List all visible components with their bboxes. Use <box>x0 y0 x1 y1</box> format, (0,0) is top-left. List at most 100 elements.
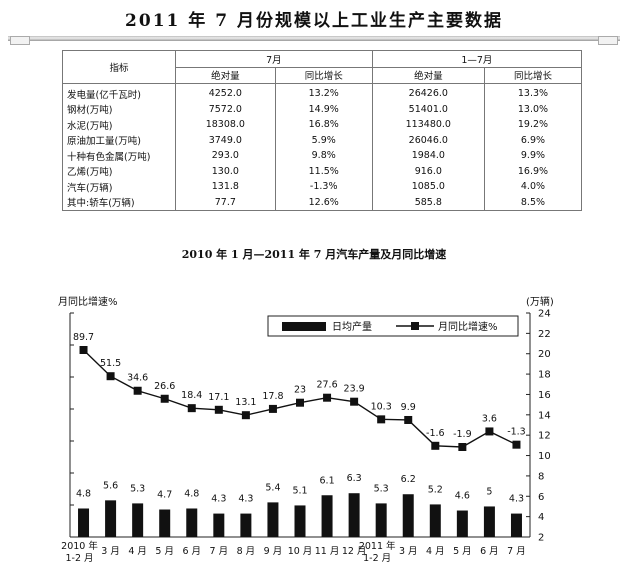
growth-value-label: 89.7 <box>73 332 94 343</box>
row-label: 水泥(万吨) <box>62 117 176 133</box>
growth-value-label: -1.3 <box>507 427 526 438</box>
x-tick-label: 12 月 <box>342 546 367 557</box>
header-month-abs: 绝对量 <box>175 66 276 84</box>
right-axis-tick-label: 18 <box>538 370 551 381</box>
chart-title: 2010 年 1 月—2011 年 7 月汽车产量及月同比增速 <box>181 248 447 261</box>
header-ytd-yoy: 同比增长 <box>483 66 583 84</box>
row-label: 钢材(万吨) <box>62 101 176 117</box>
x-tick-label: 10 月 <box>288 546 313 557</box>
header-index: 指标 <box>62 50 176 84</box>
growth-marker <box>458 443 467 451</box>
growth-value-label: 3.6 <box>482 413 497 424</box>
growth-marker <box>377 415 386 424</box>
cell-ytd-abs: 585.8 <box>371 194 485 211</box>
cell-ytd-yoy: 9.9% <box>483 148 583 164</box>
legend-line-label: 月同比增速% <box>438 320 498 333</box>
growth-marker <box>296 398 304 407</box>
row-label: 十种有色金属(万吨) <box>62 148 176 164</box>
x-tick-label: 5 月 <box>155 546 174 557</box>
table-row: 乙烯(万吨) 130.0 11.5% 916.0 16.9% <box>62 163 583 179</box>
growth-value-label: 10.3 <box>371 401 392 412</box>
growth-marker <box>106 372 115 381</box>
bar <box>240 513 252 537</box>
cell-ytd-yoy: 4.0% <box>483 179 583 195</box>
row-label: 发电量(亿千瓦时) <box>62 83 176 102</box>
cell-ytd-abs: 51401.0 <box>371 101 485 117</box>
rule-corner-mark-left <box>10 36 30 45</box>
x-tick-label: 7 月 <box>507 546 526 557</box>
table-row: 钢材(万吨) 7572.0 14.9% 51401.0 13.0% <box>62 101 583 117</box>
cell-ytd-yoy: 8.5% <box>483 194 583 211</box>
cell-ytd-abs: 916.0 <box>371 163 485 179</box>
bar <box>483 506 495 537</box>
x-tick-label: 5 月 <box>453 546 472 557</box>
right-axis-tick-label: 2 <box>538 533 544 544</box>
bar <box>267 502 279 537</box>
growth-marker <box>485 427 494 436</box>
x-tick-label: 9 月 <box>264 546 283 557</box>
growth-marker <box>241 411 250 420</box>
x-tick-label: 11 月 <box>315 546 340 557</box>
bar <box>456 510 468 537</box>
right-axis-tick-label: 12 <box>538 431 551 442</box>
right-axis-tick-label: 16 <box>538 390 551 401</box>
bar <box>348 493 360 537</box>
right-axis-tick-label: 14 <box>538 410 551 421</box>
x-tick-label: 4 月 <box>426 546 445 557</box>
cell-ytd-yoy: 13.0% <box>483 101 583 117</box>
bar-value-label: 6.3 <box>347 473 362 484</box>
legend-bar-label: 日均产量 <box>332 320 372 333</box>
growth-value-label: 27.6 <box>316 380 337 391</box>
bar-value-label: 4.3 <box>211 494 226 505</box>
growth-marker <box>79 346 88 354</box>
growth-marker <box>323 393 332 402</box>
growth-marker <box>214 405 223 414</box>
production-table: 指标 7月 1—7月 绝对量 同比增长 绝对量 同比增长 发电量(亿千瓦时) 4… <box>62 50 583 211</box>
growth-marker <box>512 440 521 449</box>
bar-value-label: 5.3 <box>374 483 389 494</box>
growth-value-label: 23.9 <box>344 384 365 395</box>
x-tick-label: 3 月 <box>399 546 418 557</box>
legend-box <box>267 315 519 337</box>
growth-value-label: 26.6 <box>154 381 175 392</box>
growth-line <box>83 349 517 448</box>
table-row: 原油加工量(万吨) 3749.0 5.9% 26046.0 6.9% <box>62 132 583 148</box>
x-tick-label: 7 月 <box>210 546 229 557</box>
right-axis-tick-label: 6 <box>538 492 544 503</box>
cell-ytd-yoy: 19.2% <box>483 117 583 133</box>
bar-value-label: 6.1 <box>320 475 335 486</box>
x-tick-label: 6 月 <box>182 546 201 557</box>
bar-value-label: 4.8 <box>76 488 91 499</box>
cell-ytd-yoy: 13.3% <box>483 83 583 102</box>
table-row: 汽车(万辆) 131.8 -1.3% 1085.0 4.0% <box>62 179 583 195</box>
bar <box>159 509 171 537</box>
growth-value-label: 51.5 <box>100 358 121 369</box>
right-axis-tick-label: 24 <box>538 309 551 320</box>
bar <box>375 503 387 537</box>
bar-value-label: 5.4 <box>265 482 280 493</box>
bar <box>132 503 144 537</box>
growth-value-label: 17.1 <box>208 392 229 403</box>
bar <box>213 513 225 537</box>
page-title: 2011 年 7 月份规模以上工业生产主要数据 <box>125 11 503 31</box>
x-tick-label-year: 2010 年 <box>61 540 98 552</box>
cell-ytd-abs: 26426.0 <box>371 83 485 102</box>
bar <box>294 505 306 537</box>
cell-ytd-yoy: 16.9% <box>483 163 583 179</box>
growth-value-label: 13.1 <box>235 397 256 408</box>
bar <box>78 508 90 537</box>
growth-value-label: 9.9 <box>401 402 416 413</box>
bar-value-label: 5.1 <box>292 485 307 496</box>
bar-value-label: 5 <box>486 486 492 497</box>
left-axis-label: 月同比增速% <box>58 295 118 308</box>
cell-ytd-abs: 113480.0 <box>371 117 485 133</box>
growth-marker <box>187 404 196 413</box>
cell-ytd-abs: 1085.0 <box>371 179 485 195</box>
growth-value-label: 18.4 <box>181 390 202 401</box>
row-label: 原油加工量(万吨) <box>62 132 176 148</box>
cell-ytd-yoy: 6.9% <box>483 132 583 148</box>
x-tick-label-year: 2011 年 <box>359 540 396 552</box>
x-tick-label: 3 月 <box>101 546 120 557</box>
header-rule <box>8 36 620 41</box>
header-month-yoy: 同比增长 <box>274 66 373 84</box>
